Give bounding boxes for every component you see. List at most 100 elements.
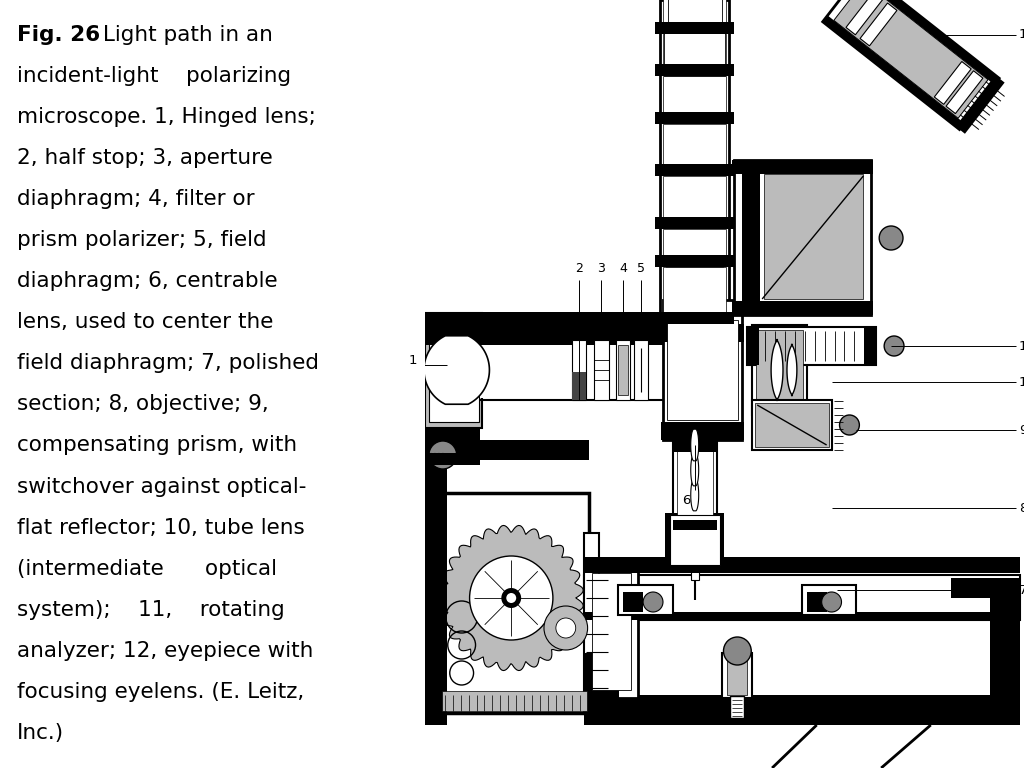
Polygon shape — [691, 479, 698, 511]
Circle shape — [470, 556, 553, 640]
Bar — [742, 174, 760, 301]
Polygon shape — [771, 339, 783, 400]
Bar — [860, 3, 897, 46]
Bar — [807, 592, 826, 612]
Bar — [667, 320, 738, 420]
Bar — [990, 595, 1020, 695]
Polygon shape — [691, 429, 698, 461]
Circle shape — [506, 593, 516, 603]
Bar — [601, 678, 620, 713]
Bar — [663, 76, 726, 112]
Bar — [479, 342, 683, 398]
Text: 1: 1 — [409, 353, 417, 366]
Bar — [748, 327, 759, 365]
Circle shape — [556, 618, 575, 638]
Bar — [756, 330, 803, 410]
Text: 5: 5 — [637, 262, 645, 275]
Bar — [834, 0, 988, 118]
Bar — [584, 533, 598, 713]
Bar — [662, 324, 744, 342]
Text: analyzer; 12, eyepiece with: analyzer; 12, eyepiece with — [17, 641, 313, 661]
Text: (intermediate      optical: (intermediate optical — [17, 559, 278, 579]
Text: 7: 7 — [1019, 584, 1024, 597]
Bar — [666, 267, 724, 322]
Bar — [668, 365, 737, 375]
Bar — [687, 528, 702, 560]
Bar — [660, 0, 729, 324]
Text: 2: 2 — [574, 262, 583, 275]
Bar — [425, 453, 479, 465]
Text: compensating prism, with: compensating prism, with — [17, 435, 297, 455]
Text: 4: 4 — [620, 262, 628, 275]
Text: diaphragm; 4, filter or: diaphragm; 4, filter or — [17, 189, 255, 209]
Bar — [584, 612, 1020, 620]
Bar — [594, 340, 609, 400]
Bar — [934, 61, 971, 104]
Bar — [655, 164, 734, 176]
Bar — [624, 592, 643, 612]
Bar — [425, 442, 446, 725]
Circle shape — [544, 606, 588, 650]
Bar — [584, 653, 601, 713]
Bar — [673, 440, 717, 530]
Text: diaphragm; 6, centrable: diaphragm; 6, centrable — [17, 271, 278, 291]
Bar — [655, 64, 734, 76]
Bar — [730, 696, 744, 718]
Bar — [673, 520, 717, 530]
Text: prism polarizer; 5, field: prism polarizer; 5, field — [17, 230, 266, 250]
Bar — [846, 0, 883, 35]
Bar — [655, 112, 734, 124]
Bar — [732, 160, 873, 174]
Bar — [440, 493, 589, 713]
Text: 8: 8 — [1019, 502, 1024, 515]
Bar — [425, 428, 479, 440]
Bar — [673, 440, 717, 452]
Bar — [664, 26, 725, 76]
Bar — [727, 660, 748, 695]
Bar — [663, 267, 726, 312]
Bar — [822, 0, 999, 130]
Text: system);    11,    rotating: system); 11, rotating — [17, 600, 285, 620]
Bar — [584, 575, 1020, 620]
Bar — [571, 340, 586, 400]
Polygon shape — [439, 525, 584, 670]
Bar — [756, 403, 828, 447]
Circle shape — [724, 637, 752, 665]
Bar — [663, 124, 726, 164]
Bar — [748, 327, 877, 365]
Bar — [663, 176, 726, 217]
Text: Light path in an: Light path in an — [95, 25, 272, 45]
Bar — [822, 15, 965, 130]
Bar — [691, 558, 698, 580]
Bar — [663, 300, 742, 440]
Bar — [663, 34, 726, 64]
Bar — [655, 312, 734, 324]
Bar — [821, 695, 1020, 725]
Circle shape — [880, 226, 903, 250]
Circle shape — [643, 592, 663, 612]
Bar — [732, 301, 873, 315]
Bar — [427, 362, 440, 378]
Text: 11: 11 — [1019, 339, 1024, 353]
Bar — [429, 319, 478, 422]
Bar — [618, 345, 629, 395]
Bar — [802, 585, 856, 615]
Text: section; 8, objective; 9,: section; 8, objective; 9, — [17, 395, 268, 415]
Text: 9: 9 — [1019, 423, 1024, 436]
Bar — [753, 325, 807, 415]
Bar — [441, 691, 587, 711]
Text: incident-light    polarizing: incident-light polarizing — [17, 66, 291, 86]
Bar — [662, 422, 744, 440]
Bar — [764, 174, 863, 299]
Bar — [571, 372, 586, 400]
Bar — [440, 513, 584, 713]
Bar — [734, 160, 871, 315]
Text: switchover against optical-: switchover against optical- — [17, 476, 306, 497]
Bar — [425, 427, 446, 442]
Bar — [425, 440, 589, 460]
Text: Inc.): Inc.) — [17, 723, 65, 743]
Text: 10: 10 — [1019, 376, 1024, 389]
Circle shape — [840, 415, 859, 435]
Text: 6: 6 — [683, 494, 691, 507]
Text: 3: 3 — [598, 262, 605, 275]
